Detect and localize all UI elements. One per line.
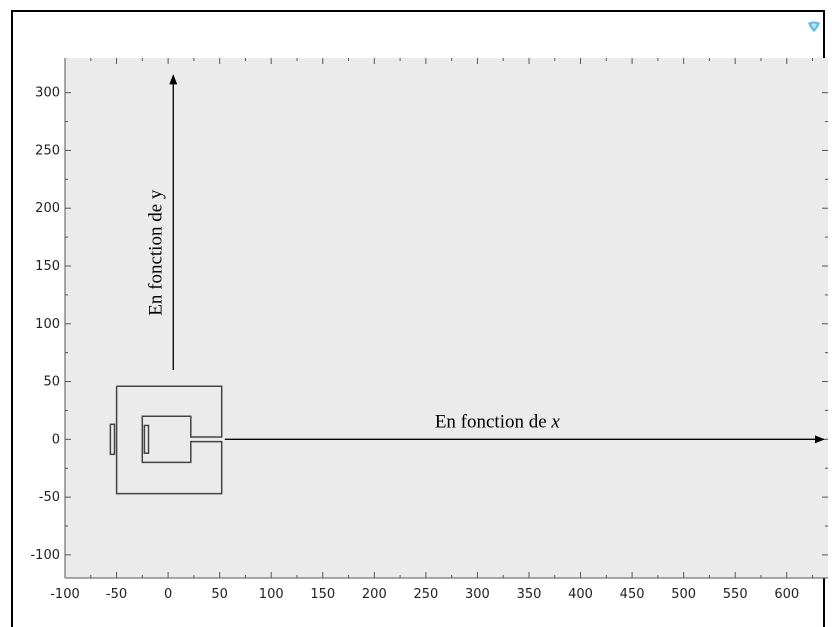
- x-tick-label: 600: [774, 587, 799, 602]
- geometry-outline: [115, 385, 223, 495]
- x-tick-label: 350: [517, 587, 542, 602]
- x-arrow-label: En fonction de x: [435, 411, 561, 432]
- comsol-logo-icon: [808, 21, 820, 32]
- x-tick-label: 200: [362, 587, 387, 602]
- x-tick-label: 550: [723, 587, 748, 602]
- x-tick-label: -50: [106, 587, 127, 602]
- x-tick-label: 0: [164, 587, 172, 602]
- y-tick-label: 0: [52, 432, 60, 447]
- x-tick-label: 300: [465, 587, 490, 602]
- x-tick-label: 150: [310, 587, 335, 602]
- x-tick-label: -100: [50, 587, 80, 602]
- geometry-rect-1: [109, 423, 116, 456]
- x-arrow-label-prefix: En fonction de: [435, 411, 552, 432]
- y-tick-label: 100: [35, 317, 60, 332]
- y-tick-label: -50: [39, 490, 60, 505]
- plot-background: [65, 58, 828, 578]
- y-tick-label: -100: [30, 548, 60, 563]
- y-tick-label: 150: [35, 259, 60, 274]
- x-arrow-label-var: x: [550, 411, 560, 432]
- x-tick-label: 500: [671, 587, 696, 602]
- x-tick-label: 250: [413, 587, 438, 602]
- x-tick-label: 400: [568, 587, 593, 602]
- x-tick-label: 100: [259, 587, 284, 602]
- y-arrow-label: En fonction de y: [145, 189, 166, 316]
- x-tick-label: 50: [211, 587, 228, 602]
- y-tick-label: 200: [35, 201, 60, 216]
- geometry-rect-2: [143, 424, 150, 454]
- y-tick-label: 300: [35, 86, 60, 101]
- y-tick-label: 50: [43, 375, 60, 390]
- x-tick-label: 450: [620, 587, 645, 602]
- y-tick-label: 250: [35, 143, 60, 158]
